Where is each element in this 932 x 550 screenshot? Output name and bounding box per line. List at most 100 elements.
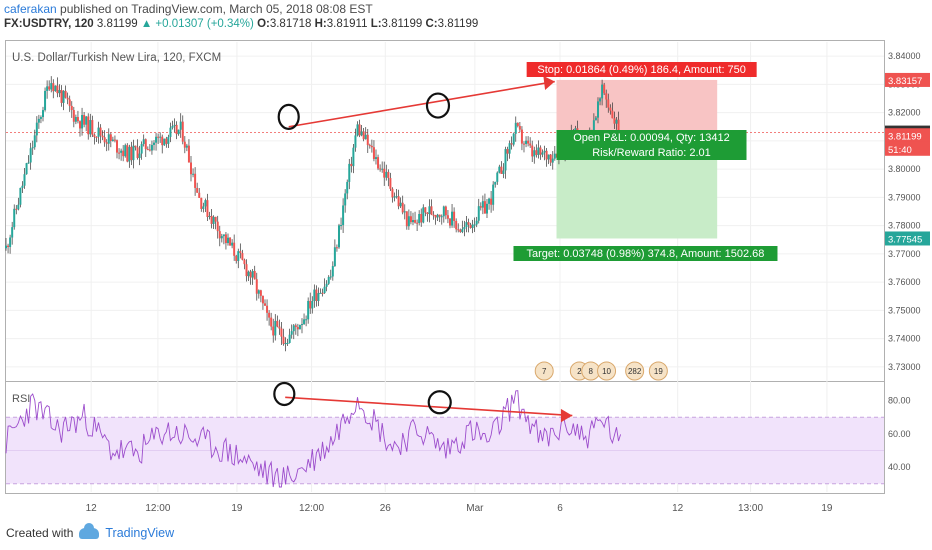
candle-body [329,276,332,278]
candle-body [58,90,61,94]
candle-body [414,220,417,223]
candle-body [325,283,328,287]
candle-body [327,277,330,284]
candle-body [444,206,447,216]
candle-body [111,139,114,141]
candle-body [224,234,227,244]
candle-body [317,293,320,301]
candle-body [446,215,449,219]
candle-body [167,136,170,144]
candle-body [9,237,12,247]
candle-body [169,127,172,137]
author-link[interactable]: caferakan [4,2,57,16]
footer: Created with TradingView [6,522,175,540]
candle-body [13,208,16,228]
event-badge-label: 19 [654,367,663,376]
candle-body [401,202,404,213]
candle-body [161,136,164,146]
candle-body [239,251,242,254]
candle-body [372,147,375,159]
price-badge-label: 3.77545 [888,234,922,245]
candle-body [383,168,386,178]
candle-body [601,84,604,99]
price-badge [885,231,930,246]
symbol-line: FX:USDTRY, 120 3.81199 ▲ +0.01307 (+0.34… [4,18,478,30]
candle-body [120,150,123,153]
candle-body [617,119,620,134]
candle-body [181,121,184,142]
candle-body [150,144,153,151]
candle-body [263,303,266,306]
candle-body [237,251,240,261]
high-value: 3.81911 [326,18,368,30]
candle-body [479,206,482,208]
candle-body [206,200,209,217]
candle-body [436,214,439,218]
candle-body [381,168,384,170]
candle-body [268,312,271,318]
candle-body [508,143,511,154]
candle-body [483,201,486,214]
candle-body [46,86,49,91]
time-tick-label: 12:00 [145,503,170,514]
candle-body [525,140,528,145]
event-badge-label: 7 [542,367,547,376]
candle-body [210,215,213,224]
candle-body [356,124,359,136]
candle-body [615,119,618,124]
time-tick-label: 6 [557,503,563,514]
candle-body [284,343,287,345]
candle-body [35,122,38,136]
candle-body [249,271,252,278]
candle-body [272,326,275,336]
candle-body [492,184,495,205]
candle-body [377,157,380,169]
candle-body [140,144,143,154]
created-with-label: Created with [6,526,74,540]
candle-body [432,214,435,216]
close-value: 3.81199 [437,18,479,30]
candle-body [68,99,71,106]
candle-body [294,325,297,328]
candle-body [66,97,69,100]
candle-body [319,292,322,294]
candle-body [399,202,402,207]
candle-body [97,127,100,137]
tradingview-brand[interactable]: TradingView [105,526,175,540]
low-label: L: [370,18,382,30]
candle-body [187,145,190,163]
candle-body [461,229,464,232]
price-tick-label: 3.74000 [888,334,921,344]
candle-body [477,206,480,221]
candle-body [198,192,201,198]
candle-body [300,324,303,326]
candle-body [177,129,180,135]
candle-body [179,121,182,130]
candle-body [105,142,108,144]
price-pane[interactable] [5,40,885,382]
candle-body [485,203,488,214]
candle-body [189,162,192,175]
candle-body [41,110,44,118]
candle-body [52,83,55,92]
candle-body [535,150,538,155]
swing-high-circle [277,103,300,130]
rsi-label: RSI [12,393,31,405]
candle-body [440,216,443,218]
candle-body [39,117,42,119]
candle-body [37,118,40,123]
candle-body [502,170,505,174]
candle-body [337,225,340,248]
event-badge-icon [597,361,617,381]
candle-body [175,124,178,135]
candle-body [607,99,610,108]
rsi-pane[interactable] [5,382,885,494]
candle-body [592,120,595,134]
candle-body [95,136,98,138]
candle-body [136,147,139,158]
candle-body [146,149,149,151]
candle-body [609,107,612,111]
candle-body [5,245,7,249]
candle-body [518,125,521,130]
